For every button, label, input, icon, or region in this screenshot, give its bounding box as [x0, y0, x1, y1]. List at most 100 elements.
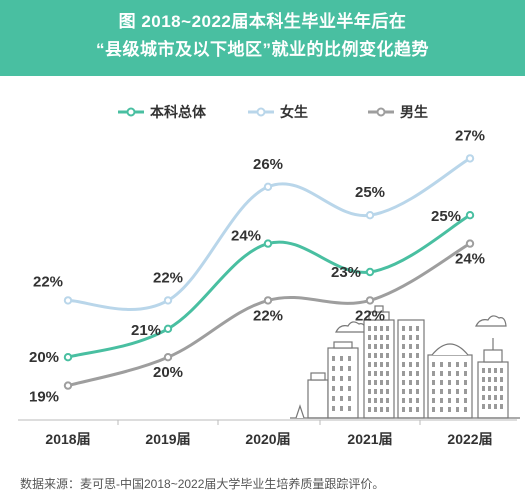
window [448, 398, 451, 403]
data-point [63, 296, 73, 305]
data-label: 19% [29, 389, 59, 406]
data-point [163, 353, 173, 362]
window [494, 368, 497, 373]
window [340, 406, 343, 411]
window [374, 407, 377, 412]
window [494, 377, 497, 382]
window [368, 389, 371, 394]
chart-area: 本科总体 女生 男生 22% 22% 26% 25% 27% 19% 20% 22% 22% 24% 2… [0, 80, 525, 470]
window [464, 407, 467, 412]
window [402, 389, 405, 394]
data-label: 22% [355, 307, 385, 324]
window [500, 404, 503, 409]
window [488, 386, 491, 391]
data-label: 20% [29, 349, 59, 366]
data-point [163, 296, 173, 305]
data-label: 22% [253, 307, 283, 324]
window [386, 389, 389, 394]
window [409, 335, 412, 340]
window [409, 326, 412, 331]
window [500, 377, 503, 382]
window [340, 376, 343, 381]
window [332, 406, 335, 411]
window [368, 335, 371, 340]
window [416, 353, 419, 358]
window [402, 335, 405, 340]
data-point [63, 353, 73, 362]
legend-label-1: 女生 [280, 104, 308, 120]
x-tick-label: 2019届 [145, 431, 190, 447]
window [332, 396, 335, 401]
window [482, 404, 485, 409]
window [380, 371, 383, 376]
data-label: 23% [331, 264, 361, 281]
window [380, 326, 383, 331]
data-label: 21% [131, 322, 161, 339]
window [416, 389, 419, 394]
window [386, 398, 389, 403]
window [494, 386, 497, 391]
window [386, 371, 389, 376]
data-label: 25% [431, 208, 461, 225]
window [464, 389, 467, 394]
window [482, 395, 485, 400]
window [332, 386, 335, 391]
window [402, 362, 405, 367]
window [409, 344, 412, 349]
window [409, 407, 412, 412]
window [409, 362, 412, 367]
window [440, 362, 443, 367]
window [348, 406, 351, 411]
window [380, 389, 383, 394]
window [368, 362, 371, 367]
window [409, 380, 412, 385]
window [482, 368, 485, 373]
data-point [365, 296, 375, 305]
window [456, 407, 459, 412]
line-chart: 本科总体 女生 男生 22% 22%26%25%27%19%20%22% 22%24%2… [18, 104, 520, 447]
window [368, 353, 371, 358]
chart-title-banner: 图 2018~2022届本科生毕业半年后在 “县级城市及以下地区”就业的比例变化… [0, 0, 525, 76]
data-point [365, 267, 375, 277]
data-label: 25% [355, 184, 385, 201]
window [402, 380, 405, 385]
window [448, 362, 451, 367]
window [374, 389, 377, 394]
window [432, 398, 435, 403]
window [368, 371, 371, 376]
window [374, 344, 377, 349]
chart-title-line-1: 图 2018~2022届本科生毕业半年后在 [118, 12, 407, 31]
legend-label-2: 男生 [400, 104, 428, 120]
window [348, 396, 351, 401]
window [374, 326, 377, 331]
window [448, 371, 451, 376]
window [374, 371, 377, 376]
window [416, 371, 419, 376]
window [348, 376, 351, 381]
window [386, 344, 389, 349]
data-point [263, 239, 273, 248]
window [386, 380, 389, 385]
window [416, 407, 419, 412]
data-label: 26% [253, 156, 283, 173]
window [340, 396, 343, 401]
window [409, 389, 412, 394]
series-layer: 22% 22%26%25%27%19%20%22% 22%24%20%21%24%2… [29, 127, 485, 405]
window [448, 407, 451, 412]
skyline-windows [332, 326, 503, 412]
window [448, 389, 451, 394]
window [332, 376, 335, 381]
window [386, 335, 389, 340]
window [332, 356, 335, 361]
data-point [163, 324, 173, 334]
window [368, 407, 371, 412]
window [374, 335, 377, 340]
window [332, 366, 335, 371]
data-label: 24% [455, 251, 485, 268]
x-tick-label: 2018届 [45, 431, 90, 447]
window [440, 407, 443, 412]
window [368, 326, 371, 331]
window [448, 380, 451, 385]
window [416, 344, 419, 349]
data-label: 22% [153, 269, 183, 286]
